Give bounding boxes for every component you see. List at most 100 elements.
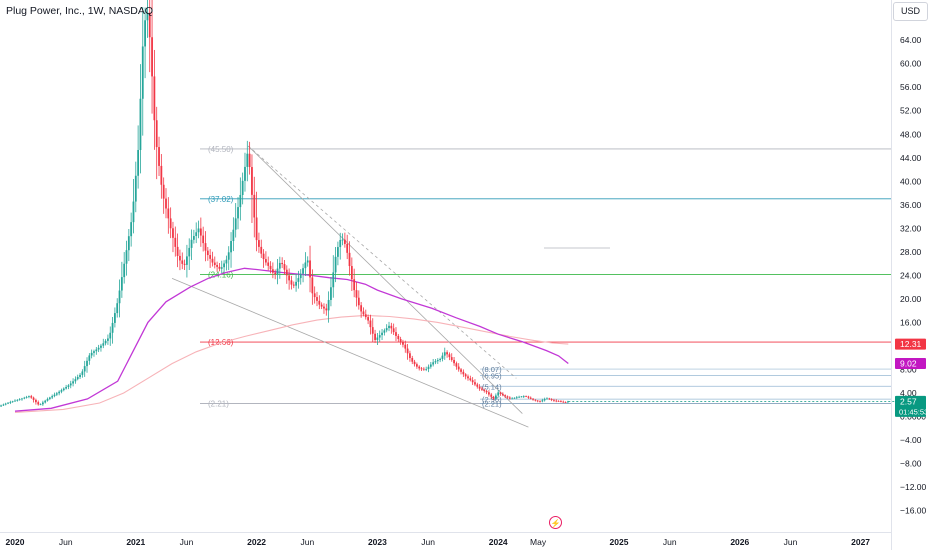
candle-body-163 — [362, 311, 365, 315]
candle-body-36 — [67, 385, 70, 387]
candle-body-210 — [471, 380, 474, 383]
candle-body-76 — [160, 165, 163, 185]
candle-body-167 — [371, 327, 374, 334]
candle-body-99 — [213, 262, 216, 265]
candle-body-101 — [218, 266, 221, 269]
moving-average-slow — [14, 314, 569, 413]
candle-body-41 — [79, 374, 81, 378]
candle-body-153 — [339, 239, 342, 248]
candle-body-213 — [478, 386, 481, 389]
candle-body-251 — [566, 401, 569, 403]
candle-body-221 — [497, 392, 500, 396]
candle-body-114 — [248, 153, 251, 168]
candle-body-45 — [88, 355, 91, 361]
candle-body-225 — [506, 396, 509, 398]
candle-body-164 — [364, 314, 367, 318]
candle-body-32 — [58, 391, 61, 394]
channel-dashed-line — [247, 145, 517, 379]
candle-body-77 — [162, 184, 165, 199]
candle-body-190 — [425, 369, 428, 370]
candle-body-9 — [4, 403, 7, 405]
price-tag-countdown-2: 01:45:53 — [899, 407, 928, 416]
x-tick-label-14: 2027 — [851, 537, 870, 547]
x-tick-label-1: Jun — [59, 537, 73, 547]
x-tick-label-8: 2024 — [489, 537, 508, 547]
candle-body-143 — [316, 297, 318, 301]
candle-body-198 — [443, 352, 446, 356]
candle-body-228 — [513, 397, 516, 399]
candle-body-42 — [81, 371, 84, 375]
candle-body-245 — [553, 399, 555, 401]
candle-body-54 — [109, 332, 112, 339]
candle-body-53 — [107, 338, 109, 341]
candle-body-211 — [474, 382, 476, 385]
candle-body-189 — [422, 368, 425, 370]
event-flash-icon[interactable]: ⚡ — [549, 516, 562, 529]
candle-body-31 — [55, 393, 58, 395]
x-tick-label-6: 2023 — [368, 537, 387, 547]
candle-body-19 — [28, 396, 30, 397]
candle-body-58 — [118, 290, 121, 304]
candle-body-155 — [343, 239, 346, 244]
candle-body-139 — [306, 260, 309, 263]
candle-body-67 — [139, 98, 142, 150]
x-tick-label-10: 2025 — [610, 537, 629, 547]
candle-body-37 — [69, 383, 72, 386]
y-tick-label-6: 40.00 — [900, 176, 922, 186]
candle-body-180 — [402, 341, 404, 345]
candle-body-200 — [448, 354, 451, 358]
candle-body-118 — [258, 240, 260, 247]
candle-body-247 — [557, 400, 560, 402]
y-tick-label-16: −4.00 — [900, 435, 922, 445]
y-tick-label-12: 16.00 — [900, 317, 922, 327]
candle-body-105 — [227, 252, 230, 260]
candle-body-69 — [144, 20, 146, 47]
small-level-label-2: (5.14) — [482, 382, 502, 391]
candle-body-169 — [376, 337, 379, 340]
candle-body-240 — [541, 400, 544, 402]
candle-body-60 — [123, 263, 126, 278]
candle-body-68 — [141, 46, 144, 99]
candle-body-55 — [111, 322, 114, 333]
candle-body-29 — [51, 396, 54, 398]
candle-body-151 — [334, 256, 337, 273]
candle-body-140 — [309, 260, 311, 278]
x-tick-label-7: Jun — [421, 537, 435, 547]
candle-body-115 — [251, 167, 253, 195]
candle-body-186 — [415, 364, 418, 367]
currency-button[interactable]: USD — [893, 2, 928, 21]
candle-body-16 — [21, 398, 23, 400]
candle-body-154 — [341, 239, 344, 241]
candle-body-15 — [18, 399, 21, 401]
candle-body-21 — [32, 397, 35, 400]
candle-body-219 — [492, 396, 495, 399]
candle-body-22 — [35, 399, 37, 403]
candle-body-52 — [104, 340, 107, 344]
candle-body-235 — [529, 397, 532, 399]
candle-body-48 — [95, 349, 98, 352]
candle-body-244 — [550, 399, 553, 400]
candle-body-11 — [9, 401, 12, 403]
candle-body-181 — [404, 344, 407, 349]
x-tick-label-9: May — [530, 537, 547, 547]
y-tick-label-4: 48.00 — [900, 129, 922, 139]
candle-body-226 — [508, 397, 511, 399]
candle-body-123 — [269, 265, 272, 270]
y-tick-label-18: −12.00 — [900, 482, 927, 492]
candle-body-187 — [418, 366, 421, 369]
candle-body-204 — [457, 366, 460, 370]
candle-body-195 — [436, 360, 439, 362]
candle-body-87 — [186, 256, 188, 265]
y-tick-label-7: 36.00 — [900, 200, 922, 210]
candle-body-74 — [155, 120, 158, 148]
candle-body-12 — [11, 401, 14, 403]
candle-body-127 — [278, 262, 281, 269]
chart-title: Plug Power, Inc., 1W, NASDAQ — [6, 5, 154, 17]
candle-body-160 — [355, 290, 358, 298]
x-tick-label-2: 2021 — [126, 537, 145, 547]
price-axis-divider — [891, 0, 892, 550]
small-level-label-0: (8.07) — [482, 365, 502, 374]
candle-body-212 — [476, 384, 479, 387]
